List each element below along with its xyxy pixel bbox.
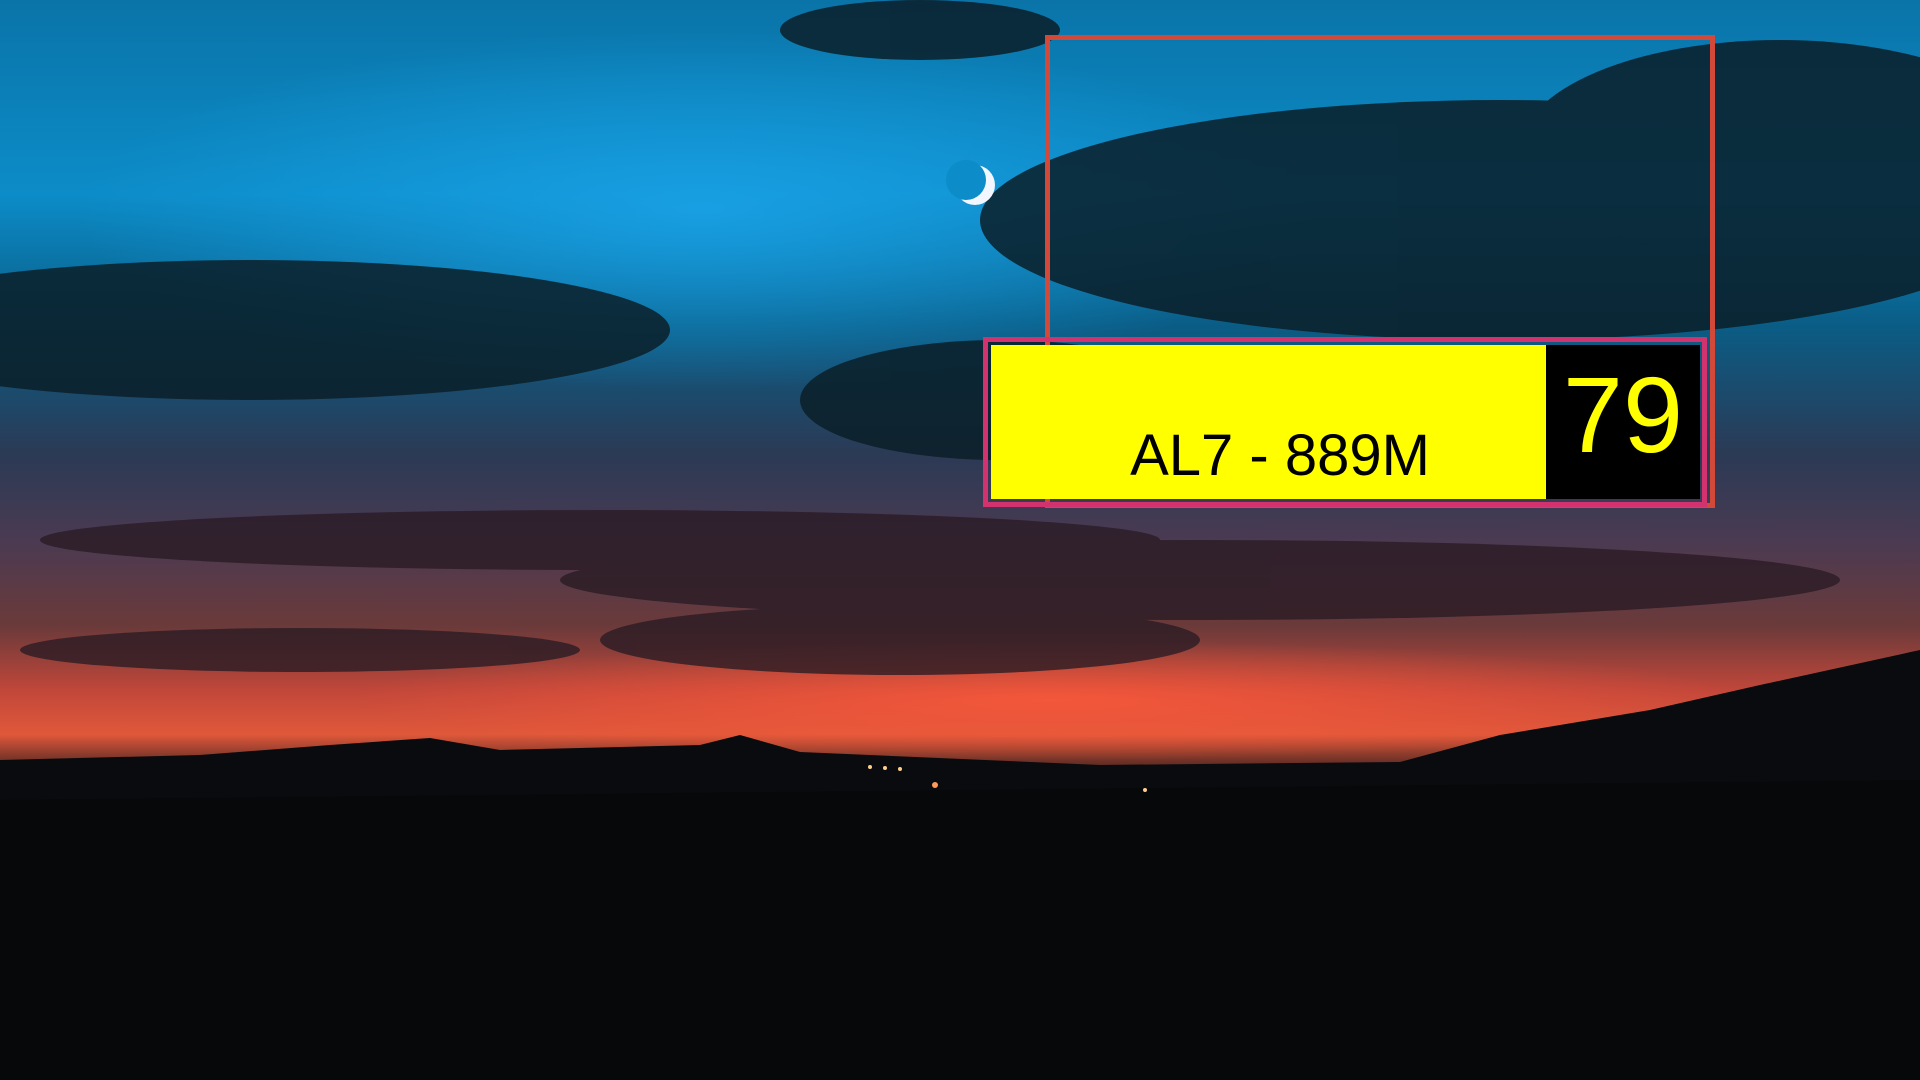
plate-label-text: AL7 - 889M (1130, 423, 1430, 488)
plate-number-background (1546, 345, 1700, 499)
plate-label-background (991, 345, 1546, 499)
plate-frame (983, 337, 1707, 507)
crescent-moon (946, 160, 995, 205)
sunset-glow (350, 640, 1750, 760)
foreground-ground (0, 780, 1920, 1080)
dusk-clouds (20, 510, 1840, 675)
plate-number-text: 79 (1562, 354, 1684, 475)
distant-lights (868, 765, 1147, 792)
